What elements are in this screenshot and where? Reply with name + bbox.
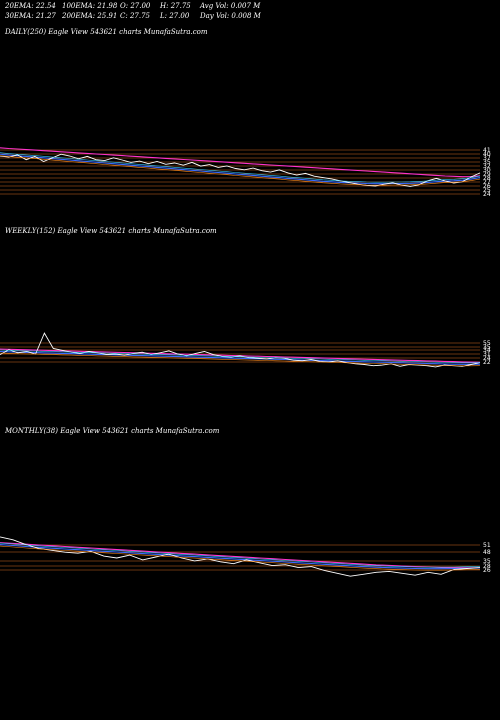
series-line: [0, 542, 481, 569]
level-label: 40: [483, 151, 491, 158]
level-label: 29: [483, 171, 491, 178]
daily-panel-label: DAILY(250) Eagle View 543621 charts Muna…: [5, 28, 208, 36]
level-label: 26: [483, 567, 491, 574]
level-label: 22: [483, 359, 491, 366]
series-line: [0, 536, 481, 577]
level-label: 30: [483, 167, 491, 174]
level-label: 27: [483, 179, 491, 186]
ema-strand: [0, 542, 481, 568]
level-label: 37: [483, 155, 491, 162]
level-label: 34: [483, 347, 491, 354]
ema-strand: [0, 349, 481, 364]
series-line: [0, 350, 481, 365]
level-label: 31: [483, 351, 491, 358]
level-label: 35: [483, 159, 491, 166]
level-label: 24: [483, 191, 491, 198]
day-vol-value: Day Vol: 0.008 M: [200, 12, 261, 20]
series-line: [0, 544, 481, 570]
level-label: 28: [483, 563, 491, 570]
series-line: [0, 153, 481, 187]
level-label: 35: [483, 344, 491, 351]
monthly-panel-label: MONTHLY(38) Eagle View 543621 charts Mun…: [5, 427, 220, 435]
level-label: 26: [483, 183, 491, 190]
level-label: 28: [483, 175, 491, 182]
level-label: 55: [483, 340, 491, 347]
series-line: [0, 332, 481, 368]
ema100-value: 100EMA: 21.98: [62, 2, 118, 10]
level-label: 48: [483, 549, 491, 556]
level-label: 35: [483, 558, 491, 565]
low-value: L: 27.00: [160, 12, 190, 20]
avg-vol-value: Avg Vol: 0.007 M: [200, 2, 261, 10]
ema200-value: 200EMA: 25.91: [62, 12, 118, 20]
level-label: 32: [483, 163, 491, 170]
level-label: 24: [483, 355, 491, 362]
level-label: 41: [483, 147, 491, 154]
ema-strand: [0, 155, 481, 186]
ema20-value: 20EMA: 22.54: [5, 2, 56, 10]
series-line: [0, 153, 481, 185]
ema-strand: [0, 152, 481, 183]
level-label: 51: [483, 542, 491, 549]
ema-strand: [0, 545, 481, 571]
ema30-value: 30EMA: 21.27: [5, 12, 56, 20]
close-value: C: 27.75: [120, 12, 150, 20]
open-value: O: 27.00: [120, 2, 151, 10]
weekly-panel-label: WEEKLY(152) Eagle View 543621 charts Mun…: [5, 227, 217, 235]
series-line: [0, 147, 481, 178]
high-value: H: 27.75: [160, 2, 191, 10]
ema-strand: [0, 352, 481, 367]
level-label: 25: [483, 187, 491, 194]
